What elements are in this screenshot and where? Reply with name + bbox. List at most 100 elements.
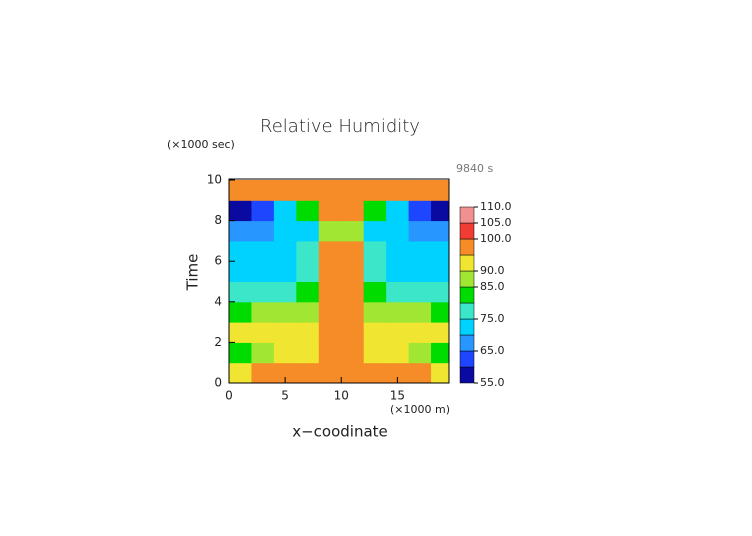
contour-cell [431,180,450,201]
y-unit: (×1000 sec) [167,138,235,151]
colorbar-segment [459,334,475,352]
contour-cell [229,322,252,343]
colorbar-label: 85.0 [480,280,505,293]
contour-cell [386,362,410,384]
contour-cell [296,261,320,282]
contour-cell [386,200,410,222]
contour-cell [273,362,297,384]
contour-cell [386,240,410,262]
y-tick-label: 6 [214,254,222,268]
contour-cell [229,342,252,364]
contour-cell [363,220,387,242]
contour-cell [431,261,450,282]
contour-cell [341,240,365,262]
y-tick-label: 0 [214,376,222,390]
contour-cell [229,240,252,262]
contour-cell [229,281,252,303]
contour-cell [296,180,320,201]
contour-cell [229,362,252,384]
contour-cell [318,281,342,303]
contour-cell [341,200,365,222]
contour-cell [408,362,432,384]
contour-cell [251,220,275,242]
colorbar-label: 110.0 [480,200,512,213]
contour-cell [251,240,275,262]
x-tick-label: 15 [390,389,405,403]
contour-cell [386,220,410,242]
contour-cell [341,301,365,323]
colorbar-label: 75.0 [480,312,505,325]
contour-cell [408,200,432,222]
contour-cell [431,240,450,262]
contour-cell [408,322,432,343]
contour-cell [363,281,387,303]
contour-cell [363,180,387,201]
contour-cell [318,200,342,222]
contour-cell [386,342,410,364]
contour-cell [229,220,252,242]
colorbar-segment [459,286,475,304]
contour-cell [318,301,342,323]
contour-cell [229,200,252,222]
colorbar-label: 90.0 [480,264,505,277]
contour-cell [341,281,365,303]
colorbar-segment [459,270,475,288]
colorbar-segment [459,254,475,272]
x-tick-label: 5 [281,389,289,403]
contour-cell [318,180,342,201]
contour-cell [408,220,432,242]
contour-cell [386,322,410,343]
contour-cell [296,281,320,303]
contour-cell [431,200,450,222]
contour-cell [341,261,365,282]
contour-cell [363,301,387,323]
contour-cell [431,220,450,242]
contour-cell [296,301,320,323]
contour-cell [408,261,432,282]
contour-cell [251,322,275,343]
contour-cell [431,342,450,364]
contour-cell [408,342,432,364]
contour-cell [273,220,297,242]
contour-cell [251,180,275,201]
y-tick-label: 2 [214,335,222,349]
y-tick-label: 10 [207,173,222,187]
colorbar-label: 105.0 [480,216,512,229]
contour-cell [318,240,342,262]
contour-cell [296,240,320,262]
contour-cell [296,362,320,384]
x-unit: (×1000 m) [390,403,450,416]
contour-cell [386,281,410,303]
contour-cell [273,180,297,201]
contour-cell [296,200,320,222]
contour-cell [251,301,275,323]
x-tick-label: 10 [334,389,349,403]
colorbar-label: 55.0 [480,376,505,389]
contour-cell [251,362,275,384]
contour-cell [431,301,450,323]
plot-frame [228,178,450,384]
contour-cell [431,281,450,303]
contour-cell [273,322,297,343]
contour-cell [273,200,297,222]
contour-cell [363,200,387,222]
contour-cell [341,180,365,201]
contour-cell [363,240,387,262]
colorbar-label: 65.0 [480,344,505,357]
colorbar-segment [459,222,475,240]
contour-cell [318,261,342,282]
colorbar-segment [459,238,475,256]
contour-cell [341,342,365,364]
contour-cell [251,342,275,364]
contour-cell [251,261,275,282]
contour-cell [318,322,342,343]
contour-cell [273,281,297,303]
contour-cell [296,220,320,242]
contour-cell [273,301,297,323]
contour-cell [408,301,432,323]
contour-cell [386,301,410,323]
contour-cell [273,261,297,282]
contour-cell [251,281,275,303]
contour-cell [341,362,365,384]
